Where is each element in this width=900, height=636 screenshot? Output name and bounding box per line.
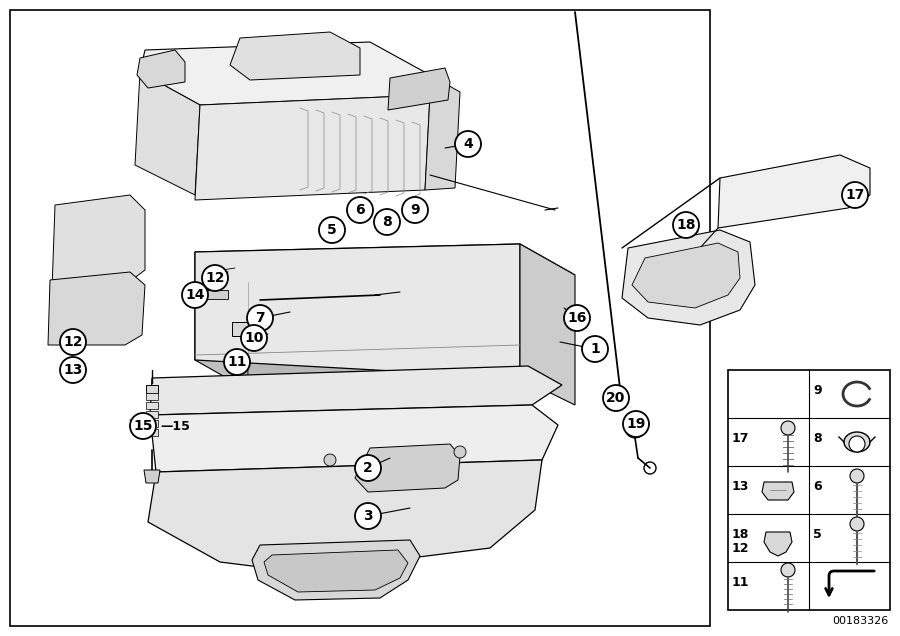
Polygon shape bbox=[764, 532, 792, 556]
Text: 15: 15 bbox=[133, 419, 153, 433]
Text: 9: 9 bbox=[410, 203, 419, 217]
Polygon shape bbox=[195, 244, 575, 282]
Circle shape bbox=[374, 209, 400, 235]
Text: 19: 19 bbox=[626, 417, 645, 431]
Bar bbox=[232, 322, 264, 336]
Circle shape bbox=[347, 197, 373, 223]
Polygon shape bbox=[150, 366, 562, 415]
Bar bbox=[146, 411, 158, 418]
Polygon shape bbox=[622, 230, 755, 325]
Ellipse shape bbox=[844, 432, 870, 452]
Polygon shape bbox=[195, 252, 248, 390]
Polygon shape bbox=[137, 50, 185, 88]
Circle shape bbox=[60, 357, 86, 383]
Text: 13: 13 bbox=[63, 363, 83, 377]
Text: 1: 1 bbox=[590, 342, 600, 356]
Circle shape bbox=[224, 349, 250, 375]
Circle shape bbox=[582, 336, 608, 362]
Text: 12: 12 bbox=[63, 335, 83, 349]
Text: 6: 6 bbox=[813, 480, 822, 493]
Circle shape bbox=[402, 197, 428, 223]
Circle shape bbox=[850, 517, 864, 531]
Circle shape bbox=[623, 411, 649, 437]
Polygon shape bbox=[632, 243, 740, 308]
Polygon shape bbox=[144, 470, 160, 483]
Text: 11: 11 bbox=[227, 355, 247, 369]
Text: 8: 8 bbox=[813, 432, 822, 445]
Text: 7: 7 bbox=[256, 311, 265, 325]
Text: —15: —15 bbox=[160, 420, 190, 432]
Polygon shape bbox=[248, 275, 520, 385]
Polygon shape bbox=[388, 68, 450, 110]
Bar bbox=[146, 420, 158, 427]
Circle shape bbox=[625, 418, 645, 438]
Text: 6: 6 bbox=[356, 203, 364, 217]
Circle shape bbox=[202, 265, 228, 291]
Circle shape bbox=[564, 305, 590, 331]
Circle shape bbox=[673, 212, 699, 238]
Polygon shape bbox=[195, 95, 430, 200]
Text: 20: 20 bbox=[607, 391, 625, 405]
Polygon shape bbox=[146, 385, 158, 393]
Text: 12: 12 bbox=[205, 271, 225, 285]
Circle shape bbox=[849, 436, 865, 452]
Text: 17: 17 bbox=[845, 188, 865, 202]
Circle shape bbox=[130, 413, 156, 439]
Bar bbox=[146, 402, 158, 409]
Text: 5: 5 bbox=[327, 223, 337, 237]
Text: 8: 8 bbox=[382, 215, 392, 229]
Circle shape bbox=[247, 305, 273, 331]
Text: 5: 5 bbox=[813, 528, 822, 541]
Text: 18
12: 18 12 bbox=[732, 528, 750, 555]
Polygon shape bbox=[150, 405, 558, 472]
Polygon shape bbox=[230, 32, 360, 80]
Text: 00183326: 00183326 bbox=[832, 616, 888, 626]
Text: 17: 17 bbox=[732, 432, 750, 445]
Text: 9: 9 bbox=[813, 384, 822, 397]
Polygon shape bbox=[135, 72, 200, 195]
Bar bbox=[200, 290, 228, 299]
Circle shape bbox=[355, 455, 381, 481]
Polygon shape bbox=[264, 550, 408, 592]
Circle shape bbox=[455, 131, 481, 157]
Polygon shape bbox=[140, 42, 430, 105]
Circle shape bbox=[603, 385, 629, 411]
Bar bbox=[10, 10, 710, 626]
Circle shape bbox=[781, 563, 795, 577]
Text: 2: 2 bbox=[363, 461, 373, 475]
Circle shape bbox=[319, 217, 345, 243]
Circle shape bbox=[182, 282, 208, 308]
Polygon shape bbox=[762, 482, 794, 500]
Bar bbox=[728, 370, 890, 610]
Circle shape bbox=[454, 446, 466, 458]
Text: 10: 10 bbox=[244, 331, 264, 345]
Polygon shape bbox=[48, 272, 145, 345]
Circle shape bbox=[60, 329, 86, 355]
Polygon shape bbox=[148, 460, 542, 572]
Circle shape bbox=[324, 454, 336, 466]
Polygon shape bbox=[718, 155, 870, 228]
Text: 16: 16 bbox=[567, 311, 587, 325]
Text: 11: 11 bbox=[732, 576, 750, 589]
FancyArrowPatch shape bbox=[825, 571, 874, 595]
Circle shape bbox=[842, 182, 868, 208]
Bar bbox=[146, 393, 158, 400]
Text: 18: 18 bbox=[676, 218, 696, 232]
Circle shape bbox=[241, 325, 267, 351]
Polygon shape bbox=[252, 540, 420, 600]
Text: 3: 3 bbox=[364, 509, 373, 523]
Polygon shape bbox=[520, 244, 575, 405]
Polygon shape bbox=[52, 195, 145, 290]
Bar bbox=[146, 429, 158, 436]
Polygon shape bbox=[195, 252, 248, 385]
Text: 14: 14 bbox=[185, 288, 205, 302]
Circle shape bbox=[850, 469, 864, 483]
Polygon shape bbox=[355, 444, 460, 492]
Circle shape bbox=[355, 503, 381, 529]
Polygon shape bbox=[425, 75, 460, 190]
Text: 4: 4 bbox=[464, 137, 472, 151]
Polygon shape bbox=[195, 244, 520, 378]
Text: 13: 13 bbox=[732, 480, 750, 493]
Circle shape bbox=[781, 421, 795, 435]
